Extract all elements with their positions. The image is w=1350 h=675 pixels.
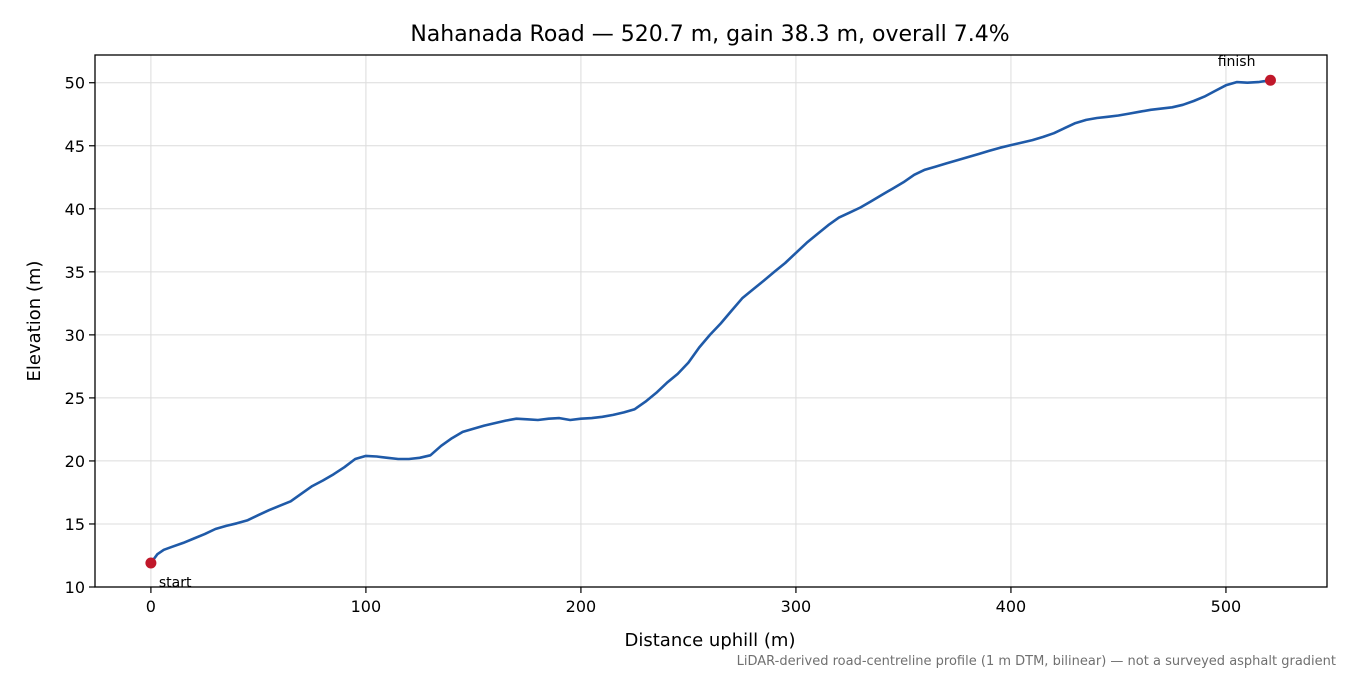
y-tick-label: 40 [65, 200, 85, 219]
x-tick-label: 100 [351, 597, 382, 616]
start-label: start [159, 575, 192, 591]
x-axis-label: Distance uphill (m) [625, 630, 796, 651]
plot-area: start finish [145, 54, 1276, 591]
y-tick-label: 25 [65, 389, 85, 408]
axis-ticks: 0 100 200 300 400 500 10 15 20 25 30 35 40 45 50 [65, 74, 1242, 616]
x-tick-label: 300 [781, 597, 812, 616]
start-point [145, 557, 157, 569]
finish-point [1264, 74, 1276, 86]
plot-frame [94, 54, 1328, 588]
chart-title: Nahanada Road — 520.7 m, gain 38.3 m, ov… [410, 22, 1009, 47]
y-tick-label: 20 [65, 452, 85, 471]
x-tick-label: 400 [996, 597, 1027, 616]
y-tick-label: 45 [65, 137, 85, 156]
y-tick-label: 15 [65, 515, 85, 534]
y-tick-label: 10 [65, 578, 85, 597]
x-tick-label: 500 [1211, 597, 1242, 616]
x-tick-label: 200 [566, 597, 597, 616]
y-tick-label: 30 [65, 326, 85, 345]
y-tick-label: 50 [65, 74, 85, 93]
finish-label: finish [1218, 54, 1256, 70]
y-axis-label: Elevation (m) [24, 261, 45, 382]
x-tick-label: 0 [146, 597, 156, 616]
gridlines [95, 55, 1327, 588]
footnote: LiDAR-derived road-centreline profile (1… [737, 654, 1336, 669]
elevation-line [149, 78, 1272, 565]
y-tick-label: 35 [65, 263, 85, 282]
